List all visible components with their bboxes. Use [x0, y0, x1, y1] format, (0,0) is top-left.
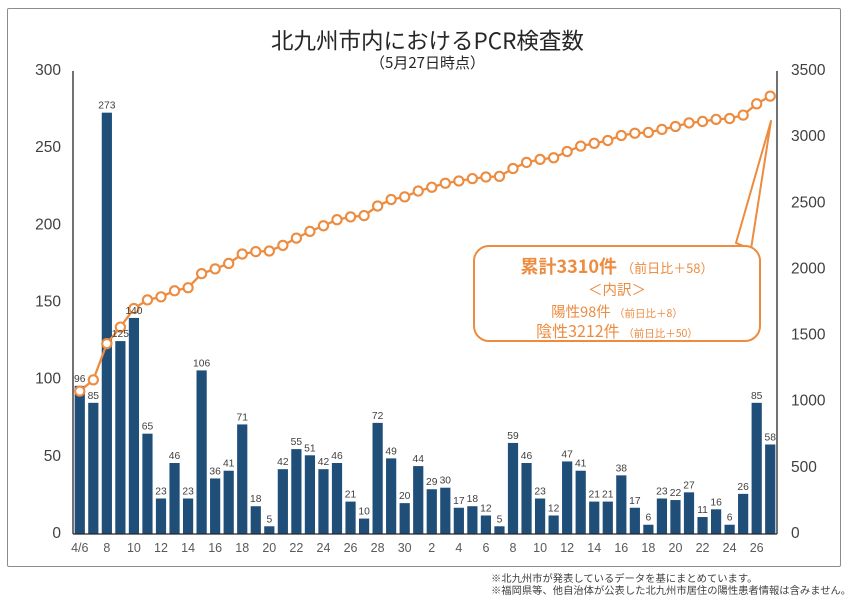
- svg-text:85: 85: [751, 391, 763, 402]
- svg-text:41: 41: [223, 459, 235, 470]
- svg-text:250: 250: [35, 139, 61, 156]
- svg-text:1000: 1000: [791, 393, 826, 410]
- svg-text:44: 44: [412, 454, 424, 465]
- svg-text:59: 59: [507, 431, 519, 442]
- svg-text:12: 12: [480, 503, 492, 514]
- svg-text:18: 18: [250, 494, 262, 505]
- svg-text:100: 100: [35, 371, 61, 388]
- svg-text:140: 140: [125, 306, 142, 317]
- svg-text:500: 500: [791, 459, 817, 476]
- svg-text:11: 11: [697, 505, 708, 516]
- svg-text:300: 300: [35, 62, 61, 79]
- svg-text:27: 27: [683, 480, 695, 491]
- svg-text:0: 0: [791, 525, 800, 542]
- svg-text:28: 28: [371, 541, 385, 555]
- svg-text:10: 10: [358, 507, 370, 518]
- svg-text:6: 6: [482, 541, 489, 555]
- svg-text:2000: 2000: [791, 260, 826, 277]
- svg-text:12: 12: [560, 541, 574, 555]
- svg-text:1500: 1500: [791, 327, 826, 344]
- svg-text:23: 23: [155, 487, 167, 498]
- svg-text:6: 6: [727, 513, 733, 524]
- svg-text:16: 16: [710, 497, 722, 508]
- svg-text:71: 71: [236, 412, 248, 423]
- svg-text:16: 16: [614, 541, 628, 555]
- svg-text:49: 49: [385, 446, 397, 457]
- svg-text:24: 24: [723, 541, 737, 555]
- svg-text:14: 14: [181, 541, 195, 555]
- svg-text:23: 23: [182, 487, 194, 498]
- svg-text:36: 36: [209, 466, 221, 477]
- svg-text:18: 18: [467, 494, 479, 505]
- svg-text:2: 2: [428, 541, 435, 555]
- svg-text:6: 6: [646, 513, 652, 524]
- svg-text:26: 26: [344, 541, 358, 555]
- svg-text:3000: 3000: [791, 128, 826, 145]
- svg-text:55: 55: [291, 437, 303, 448]
- svg-text:273: 273: [98, 101, 115, 112]
- svg-text:50: 50: [44, 448, 62, 465]
- svg-text:200: 200: [35, 216, 61, 233]
- svg-text:17: 17: [453, 496, 465, 507]
- svg-text:106: 106: [193, 358, 210, 369]
- svg-text:58: 58: [764, 432, 776, 443]
- svg-text:4: 4: [455, 541, 462, 555]
- svg-text:23: 23: [534, 487, 546, 498]
- svg-text:150: 150: [35, 294, 61, 311]
- svg-text:51: 51: [304, 443, 316, 454]
- svg-text:24: 24: [317, 541, 331, 555]
- svg-text:26: 26: [750, 541, 764, 555]
- svg-text:30: 30: [398, 541, 412, 555]
- svg-text:5: 5: [266, 514, 272, 525]
- svg-text:21: 21: [602, 490, 614, 501]
- svg-text:20: 20: [399, 491, 411, 502]
- svg-text:46: 46: [521, 451, 533, 462]
- svg-text:18: 18: [235, 541, 249, 555]
- svg-text:72: 72: [372, 411, 384, 422]
- svg-text:42: 42: [277, 457, 289, 468]
- svg-text:42: 42: [318, 457, 330, 468]
- svg-text:17: 17: [629, 496, 641, 507]
- svg-text:14: 14: [587, 541, 601, 555]
- svg-text:4/6: 4/6: [71, 541, 88, 555]
- svg-text:20: 20: [262, 541, 276, 555]
- svg-text:26: 26: [737, 482, 749, 493]
- svg-text:3500: 3500: [791, 62, 826, 79]
- svg-text:125: 125: [112, 329, 129, 340]
- svg-text:41: 41: [575, 459, 587, 470]
- svg-text:10: 10: [127, 541, 141, 555]
- svg-text:85: 85: [88, 391, 100, 402]
- svg-text:10: 10: [533, 541, 547, 555]
- svg-text:12: 12: [154, 541, 168, 555]
- svg-text:22: 22: [696, 541, 710, 555]
- svg-text:8: 8: [103, 541, 110, 555]
- svg-text:47: 47: [561, 449, 573, 460]
- svg-text:29: 29: [426, 477, 438, 488]
- svg-text:22: 22: [289, 541, 303, 555]
- svg-text:20: 20: [669, 541, 683, 555]
- svg-text:65: 65: [142, 422, 154, 433]
- svg-text:12: 12: [548, 503, 560, 514]
- svg-text:21: 21: [588, 490, 600, 501]
- svg-text:46: 46: [331, 451, 343, 462]
- svg-text:23: 23: [656, 487, 668, 498]
- svg-text:30: 30: [440, 476, 452, 487]
- svg-text:46: 46: [169, 451, 181, 462]
- svg-text:96: 96: [74, 374, 86, 385]
- svg-text:21: 21: [345, 490, 357, 501]
- svg-text:22: 22: [670, 488, 682, 499]
- svg-text:38: 38: [616, 463, 628, 474]
- svg-text:5: 5: [497, 514, 503, 525]
- svg-text:2500: 2500: [791, 194, 826, 211]
- svg-text:16: 16: [208, 541, 222, 555]
- svg-text:0: 0: [52, 525, 61, 542]
- svg-text:18: 18: [641, 541, 655, 555]
- svg-text:8: 8: [510, 541, 517, 555]
